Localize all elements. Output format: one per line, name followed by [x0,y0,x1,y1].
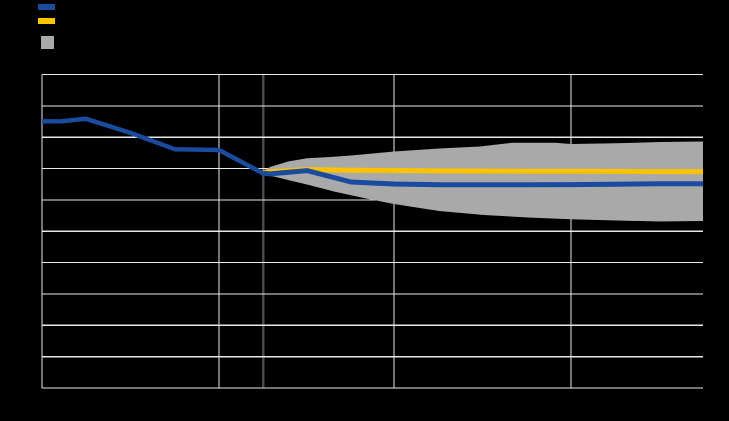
chart-series-lines [41,116,704,188]
chart-legend [0,0,250,60]
legend-marker-blue-line-icon [38,4,55,10]
forecast-line-yellow [262,167,704,175]
plot-gridlines [41,73,703,389]
legend-marker-gray-band-icon [41,36,54,49]
history-line [41,116,265,176]
forecast-line-blue [262,168,703,188]
uncertainty-band [263,141,703,222]
legend-marker-yellow-line-icon [38,18,55,24]
